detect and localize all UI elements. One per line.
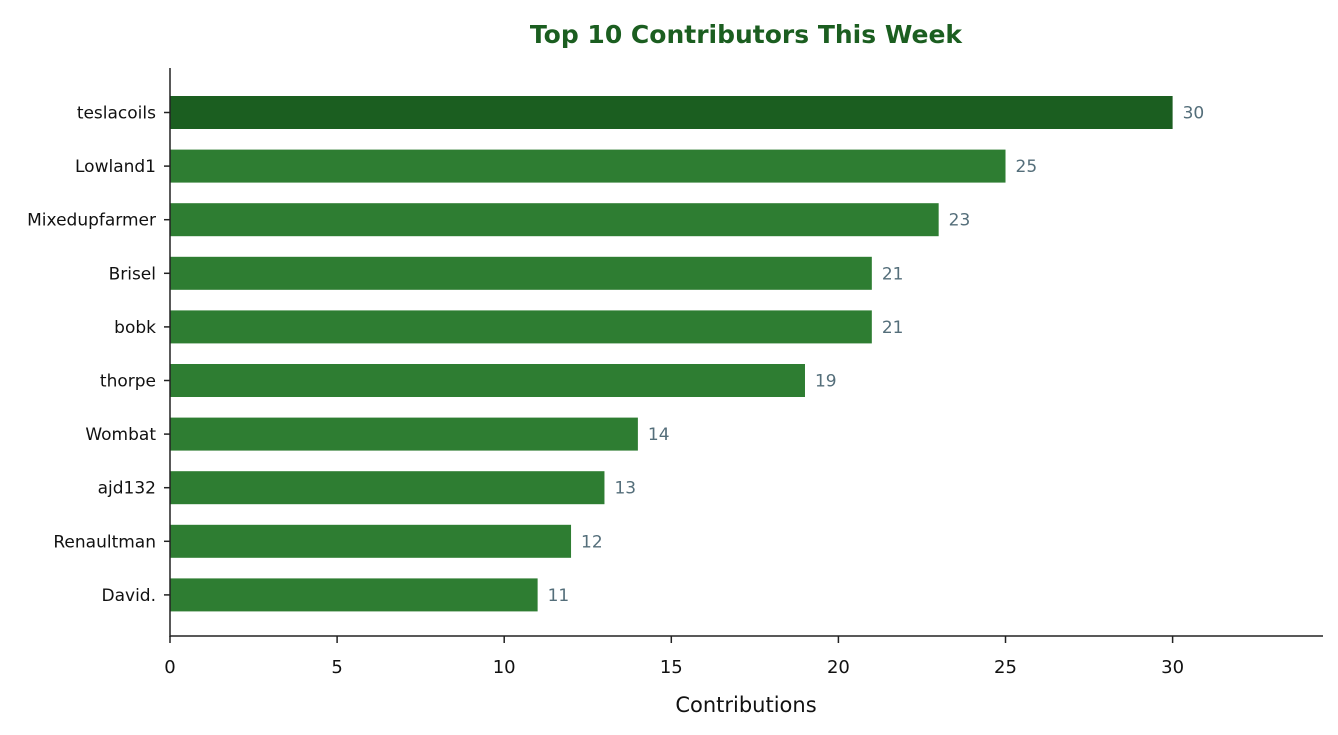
value-label: 12 <box>581 532 603 552</box>
bar-mixedupfarmer <box>170 203 939 237</box>
value-label: 13 <box>614 479 636 499</box>
value-label: 23 <box>949 211 971 231</box>
bar-renaultman <box>170 524 572 558</box>
category-label: Lowland1 <box>75 157 156 177</box>
value-label: 21 <box>882 264 904 284</box>
bar-wombat <box>170 417 638 451</box>
value-labels: 30 25 23 21 21 19 14 13 12 11 <box>548 104 1205 606</box>
category-label: ajd132 <box>98 479 156 499</box>
chart-title: Top 10 Contributors This Week <box>530 20 964 49</box>
x-tick-label: 5 <box>331 657 342 678</box>
x-tick-label: 10 <box>493 657 516 678</box>
x-tick-label: 15 <box>660 657 683 678</box>
bar-david <box>170 578 538 612</box>
bar-lowland1 <box>170 149 1006 183</box>
category-label: bobk <box>114 318 156 338</box>
bar-teslacoils <box>170 96 1173 129</box>
category-label: thorpe <box>100 372 156 392</box>
category-label: Brisel <box>109 264 156 284</box>
category-label: Mixedupfarmer <box>27 211 156 231</box>
category-label: Renaultman <box>53 532 156 552</box>
x-axis-label: Contributions <box>675 693 816 717</box>
value-label: 30 <box>1183 104 1205 124</box>
axes <box>169 68 1323 637</box>
bar-bobk <box>170 310 872 344</box>
value-label: 21 <box>882 318 904 338</box>
category-label: Wombat <box>85 425 156 445</box>
value-label: 11 <box>548 586 570 606</box>
bar-ajd132 <box>170 471 605 505</box>
x-axis-ticks: 0 5 10 15 20 25 30 <box>164 636 1184 678</box>
bars-layer <box>170 96 1173 612</box>
category-labels: teslacoils Lowland1 Mixedupfarmer Brisel bob… <box>27 104 170 606</box>
x-tick-label: 20 <box>827 657 850 678</box>
category-label: teslacoils <box>77 104 156 124</box>
x-tick-label: 0 <box>164 657 175 678</box>
bar-thorpe <box>170 364 805 397</box>
value-label: 19 <box>815 372 837 392</box>
value-label: 14 <box>648 425 670 445</box>
x-tick-label: 25 <box>994 657 1017 678</box>
x-tick-label: 30 <box>1161 657 1184 678</box>
bar-brisel <box>170 256 872 290</box>
category-label: David. <box>102 586 157 606</box>
value-label: 25 <box>1016 157 1038 177</box>
